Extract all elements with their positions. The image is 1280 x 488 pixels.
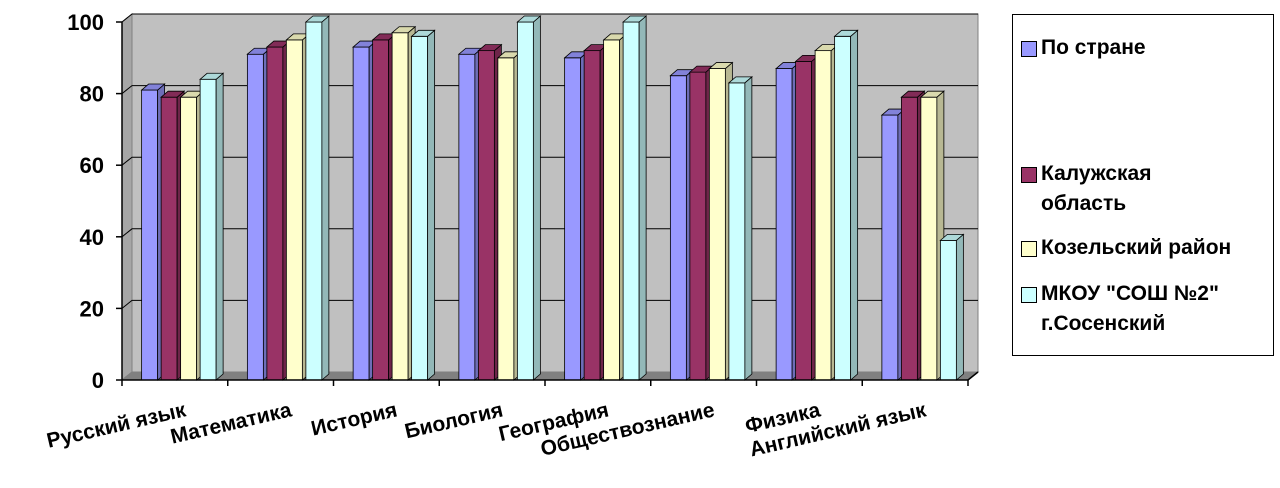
y-tick-label: 100: [67, 10, 104, 35]
bar-side: [955, 233, 964, 381]
bar-side: [215, 72, 224, 381]
bar-top: [410, 29, 436, 37]
bar-top: [391, 26, 417, 34]
bar: [939, 233, 965, 381]
bar-front: [689, 71, 707, 381]
legend-swatch-1: [1021, 41, 1037, 57]
plot-side-wall: [121, 12, 133, 382]
legend-swatch-3: [1021, 241, 1037, 257]
bar-side: [532, 15, 541, 381]
bar-front: [881, 114, 899, 381]
bar-side: [638, 15, 647, 381]
bar-front: [372, 39, 390, 381]
bar-front: [669, 75, 687, 381]
bar-top: [939, 233, 965, 241]
bar-front: [939, 239, 957, 381]
legend-label-2: Калужская область: [1041, 162, 1152, 215]
bar-front: [458, 53, 476, 381]
bar-front: [516, 21, 534, 381]
legend-swatch-4: [1021, 287, 1037, 303]
bar-front: [603, 39, 621, 381]
bar: [410, 29, 436, 381]
bar: [833, 29, 859, 381]
x-axis-end: [967, 371, 979, 381]
legend-swatch-2: [1021, 167, 1037, 183]
x-tick-label: Русский язык: [45, 398, 189, 452]
legend: По стране Калужская область Козельский р…: [1012, 14, 1274, 356]
bar-top: [727, 76, 753, 84]
bar-front: [141, 89, 159, 381]
gridline: [121, 13, 978, 23]
bars: [140, 15, 965, 381]
bar-top: [477, 44, 503, 52]
bar-top: [304, 15, 330, 23]
bar: [727, 75, 753, 381]
y-tick-label: 20: [80, 296, 104, 321]
bar-front: [246, 53, 264, 381]
bar-front: [564, 57, 582, 381]
bar-front: [583, 50, 601, 381]
bar-front: [708, 68, 726, 381]
bar-front: [477, 50, 495, 381]
bar-front: [266, 46, 284, 381]
bar: [516, 15, 542, 381]
bar-side: [321, 15, 330, 381]
legend-item-2: Калужская область: [1021, 159, 1152, 219]
x-tick-label: История: [309, 398, 400, 440]
bar-top: [516, 15, 542, 23]
legend-item-1: По стране: [1021, 33, 1146, 63]
bar-front: [814, 50, 832, 381]
bar-front: [352, 46, 370, 381]
bar-front: [795, 60, 813, 381]
bar-top: [199, 72, 225, 80]
y-tick-label: 80: [80, 82, 104, 107]
bar-front: [775, 68, 793, 381]
x-tick-label: Биология: [403, 398, 506, 443]
bar-side: [427, 29, 436, 381]
bar-front: [920, 96, 938, 381]
bar-top: [900, 90, 926, 98]
bar-side: [744, 75, 753, 381]
y-tick-label: 60: [80, 153, 104, 178]
bar-front: [305, 21, 323, 381]
y-tick-label: 0: [92, 368, 104, 393]
bar-front: [391, 32, 409, 381]
bar-front: [285, 39, 303, 381]
bar-front: [900, 96, 918, 381]
bar: [622, 15, 648, 381]
legend-label-4: МКОУ "СОШ №2" г.Сосенский: [1041, 282, 1219, 335]
bar-top: [708, 62, 734, 69]
bar-front: [834, 35, 852, 381]
bar-front: [622, 21, 640, 381]
bar-front: [180, 96, 198, 381]
bar-top: [160, 90, 186, 98]
bar-front: [199, 78, 217, 381]
legend-label-1: По стране: [1041, 36, 1146, 59]
bar: [199, 72, 225, 381]
bar-top: [919, 90, 945, 98]
legend-item-3: Козельский район: [1021, 233, 1231, 263]
y-tick-label: 40: [80, 225, 104, 250]
bar-front: [160, 96, 178, 381]
y-axis-ticks: 0 20 40 60 80 100: [67, 10, 122, 393]
bar-front: [411, 35, 429, 381]
bar-top: [833, 29, 859, 37]
bar-top: [622, 15, 648, 23]
x-tick-label: Математика: [168, 398, 294, 448]
legend-item-4: МКОУ "СОШ №2" г.Сосенский: [1021, 279, 1219, 339]
bar-front: [728, 82, 746, 381]
bar-front: [497, 57, 515, 381]
bar-side: [850, 29, 859, 381]
bar: [304, 15, 330, 381]
bar-top: [140, 83, 166, 91]
legend-label-3: Козельский район: [1041, 236, 1232, 259]
